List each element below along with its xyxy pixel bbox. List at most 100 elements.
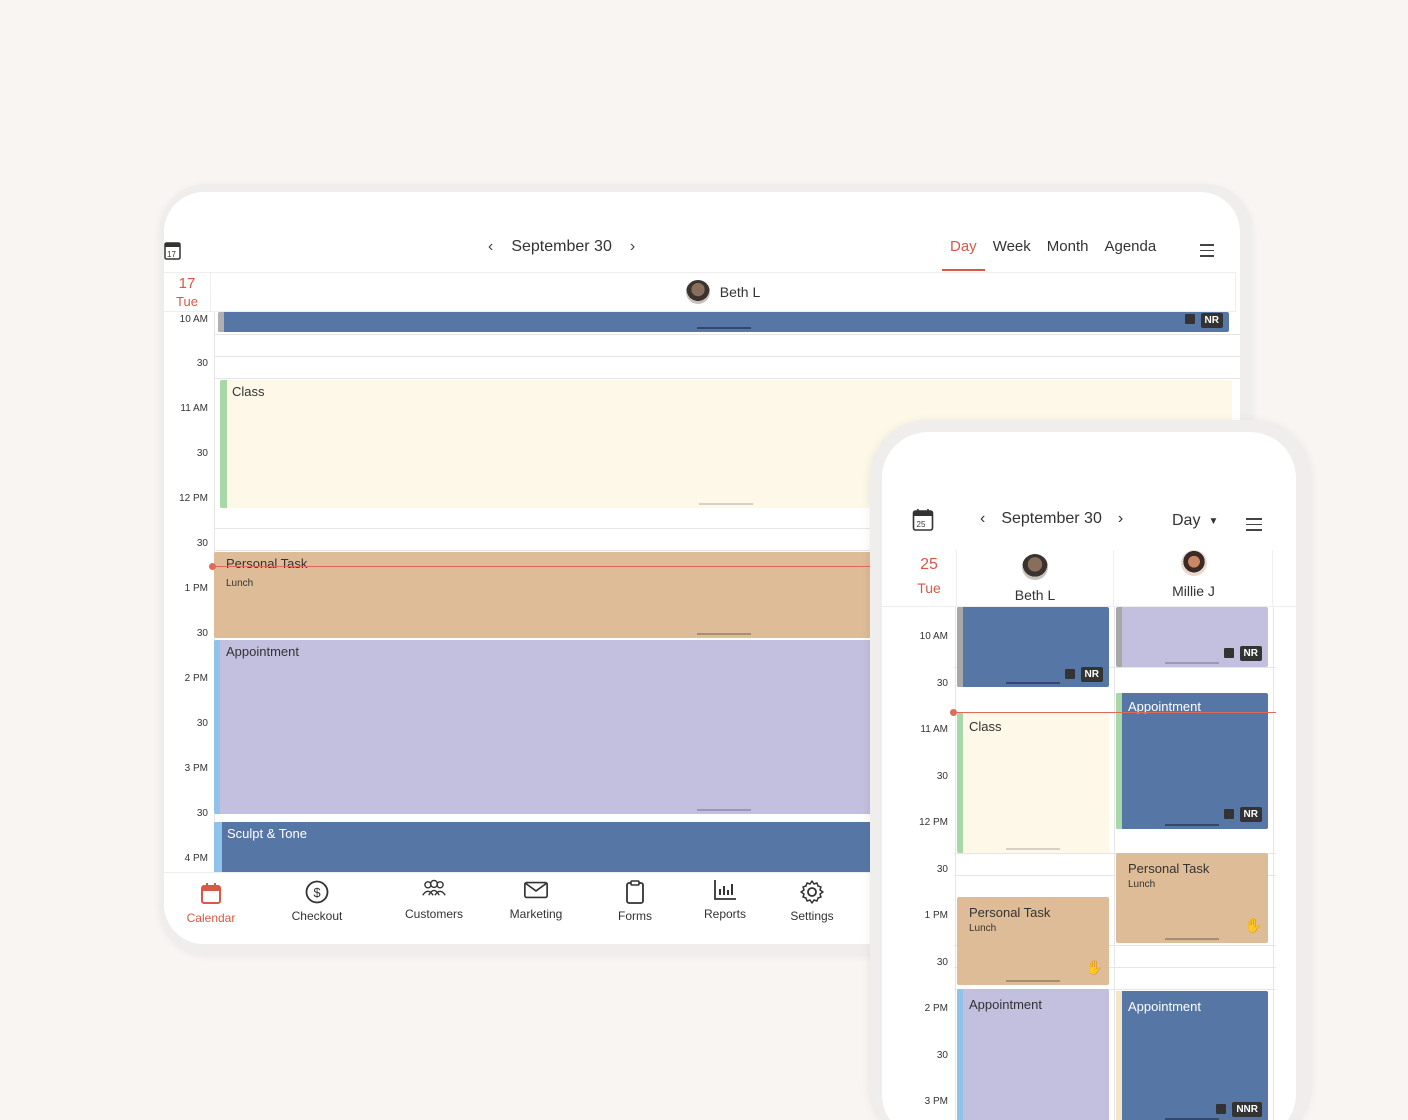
appointment-event[interactable]: NR	[1116, 607, 1268, 667]
tab-agenda[interactable]: Agenda	[1104, 238, 1157, 255]
tab-day[interactable]: Day	[942, 238, 985, 271]
hamburger-menu-icon[interactable]	[1200, 244, 1214, 261]
time-label: 30	[196, 718, 208, 729]
date-navigator: ‹ September 30 ›	[980, 510, 1123, 528]
weekday-label: Tue	[176, 294, 198, 309]
personal-task-event[interactable]: Personal Task Lunch ✋	[1116, 853, 1268, 943]
event-color-bar	[214, 640, 220, 814]
current-date-label[interactable]: September 30	[1001, 510, 1102, 527]
time-label: 30	[936, 678, 948, 689]
event-color-bar	[957, 713, 963, 853]
note-icon	[1224, 809, 1234, 819]
resize-handle[interactable]	[1165, 938, 1219, 940]
time-label: 3 PM	[184, 763, 208, 774]
appointment-event[interactable]: NR	[218, 312, 1229, 332]
resize-handle[interactable]	[697, 633, 751, 635]
resize-handle[interactable]	[1006, 980, 1060, 982]
status-badge: NR	[1239, 807, 1262, 822]
tab-marketing[interactable]: Marketing	[491, 877, 581, 921]
time-label: 3 PM	[924, 1096, 948, 1107]
chevron-left-icon[interactable]: ‹	[488, 238, 494, 255]
avatar	[1180, 550, 1207, 576]
chevron-right-icon[interactable]: ›	[629, 238, 636, 255]
event-title: Appointment	[969, 997, 1042, 1012]
current-time-dot	[209, 563, 216, 570]
tab-label: Marketing	[509, 907, 563, 921]
chevron-right-icon[interactable]: ›	[1117, 510, 1124, 527]
day-number: 17	[178, 275, 196, 292]
time-label: 11 AM	[920, 724, 948, 735]
note-icon	[1216, 1104, 1226, 1114]
event-color-bar	[220, 380, 227, 508]
status-badge: NR	[1200, 313, 1223, 328]
grid-divider	[1273, 607, 1274, 1120]
event-color-bar	[218, 312, 224, 332]
resize-handle[interactable]	[696, 327, 751, 329]
tab-settings[interactable]: Settings	[767, 879, 857, 923]
staff-name: Beth L	[719, 284, 761, 300]
grid-divider	[955, 607, 956, 1120]
status-badge: NR	[1080, 667, 1103, 682]
tab-customers[interactable]: Customers	[389, 877, 479, 921]
appointment-event[interactable]: Appointment	[957, 989, 1109, 1120]
grid-line	[214, 528, 1240, 529]
time-label: 12 PM	[919, 817, 948, 828]
day-grid[interactable]: 10 AM 30 11 AM 30 12 PM 30 1 PM 30 2 PM …	[882, 606, 1296, 1120]
resize-handle[interactable]	[697, 809, 751, 811]
time-label: 30	[936, 1050, 948, 1061]
time-label: 30	[196, 628, 208, 639]
svg-text:$: $	[313, 885, 321, 900]
clipboard-icon	[626, 880, 644, 904]
grid-line	[214, 334, 1240, 335]
event-color-bar	[957, 607, 963, 687]
tab-checkout[interactable]: $ Checkout	[272, 879, 362, 923]
tab-label: Calendar	[186, 911, 236, 925]
grid-line	[214, 550, 1240, 551]
class-event[interactable]: Class	[957, 713, 1109, 853]
resize-handle[interactable]	[1165, 1118, 1219, 1120]
resize-handle[interactable]	[1006, 848, 1060, 850]
event-color-bar	[957, 989, 963, 1120]
hamburger-menu-icon[interactable]	[1246, 518, 1262, 535]
tab-label: Reports	[703, 907, 747, 921]
note-icon	[1065, 669, 1075, 679]
resize-handle[interactable]	[699, 503, 753, 505]
resize-handle[interactable]	[1006, 682, 1060, 684]
time-label: 12 PM	[179, 493, 208, 504]
time-label: 1 PM	[184, 583, 208, 594]
tab-reports[interactable]: Reports	[680, 877, 770, 921]
svg-text:25: 25	[917, 520, 926, 529]
appointment-event[interactable]: Appointment NNR	[1116, 991, 1268, 1120]
resize-handle[interactable]	[1165, 824, 1219, 826]
date-navigator: ‹ September 30 ›	[488, 238, 635, 256]
view-dropdown[interactable]: Day ▼	[1172, 512, 1218, 530]
avatar	[1022, 554, 1048, 580]
appointment-event[interactable]: NR	[957, 607, 1109, 687]
event-color-bar	[1116, 607, 1122, 667]
event-title: Personal Task	[969, 905, 1051, 920]
appointment-event[interactable]: Appointment NR	[1116, 693, 1268, 829]
event-color-bar	[1116, 991, 1122, 1120]
tab-month[interactable]: Month	[1046, 238, 1089, 255]
calendar-icon[interactable]: 25	[912, 508, 934, 532]
staff-column-header[interactable]: Beth L	[210, 272, 1236, 312]
calendar-icon[interactable]: 17	[164, 240, 182, 260]
tab-calendar[interactable]: Calendar	[166, 881, 256, 925]
staff-column-header[interactable]: Beth L	[956, 550, 1114, 606]
chevron-left-icon[interactable]: ‹	[980, 510, 986, 527]
time-label: 10 AM	[179, 314, 208, 325]
tab-forms[interactable]: Forms	[590, 879, 680, 923]
event-subtitle: Lunch	[969, 923, 997, 934]
status-badge: NNR	[1232, 1102, 1262, 1117]
staff-column-header[interactable]: Millie J	[1115, 550, 1273, 606]
gear-icon	[800, 880, 824, 904]
tab-label: Customers	[404, 907, 463, 921]
current-date-label[interactable]: September 30	[511, 238, 612, 255]
weekday-label: Tue	[917, 580, 941, 596]
resize-handle[interactable]	[1165, 662, 1219, 664]
time-label: 4 PM	[184, 853, 208, 864]
time-label: 30	[196, 808, 208, 819]
personal-task-event[interactable]: Personal Task Lunch ✋	[957, 897, 1109, 985]
tab-week[interactable]: Week	[992, 238, 1031, 255]
note-icon	[1185, 314, 1195, 324]
